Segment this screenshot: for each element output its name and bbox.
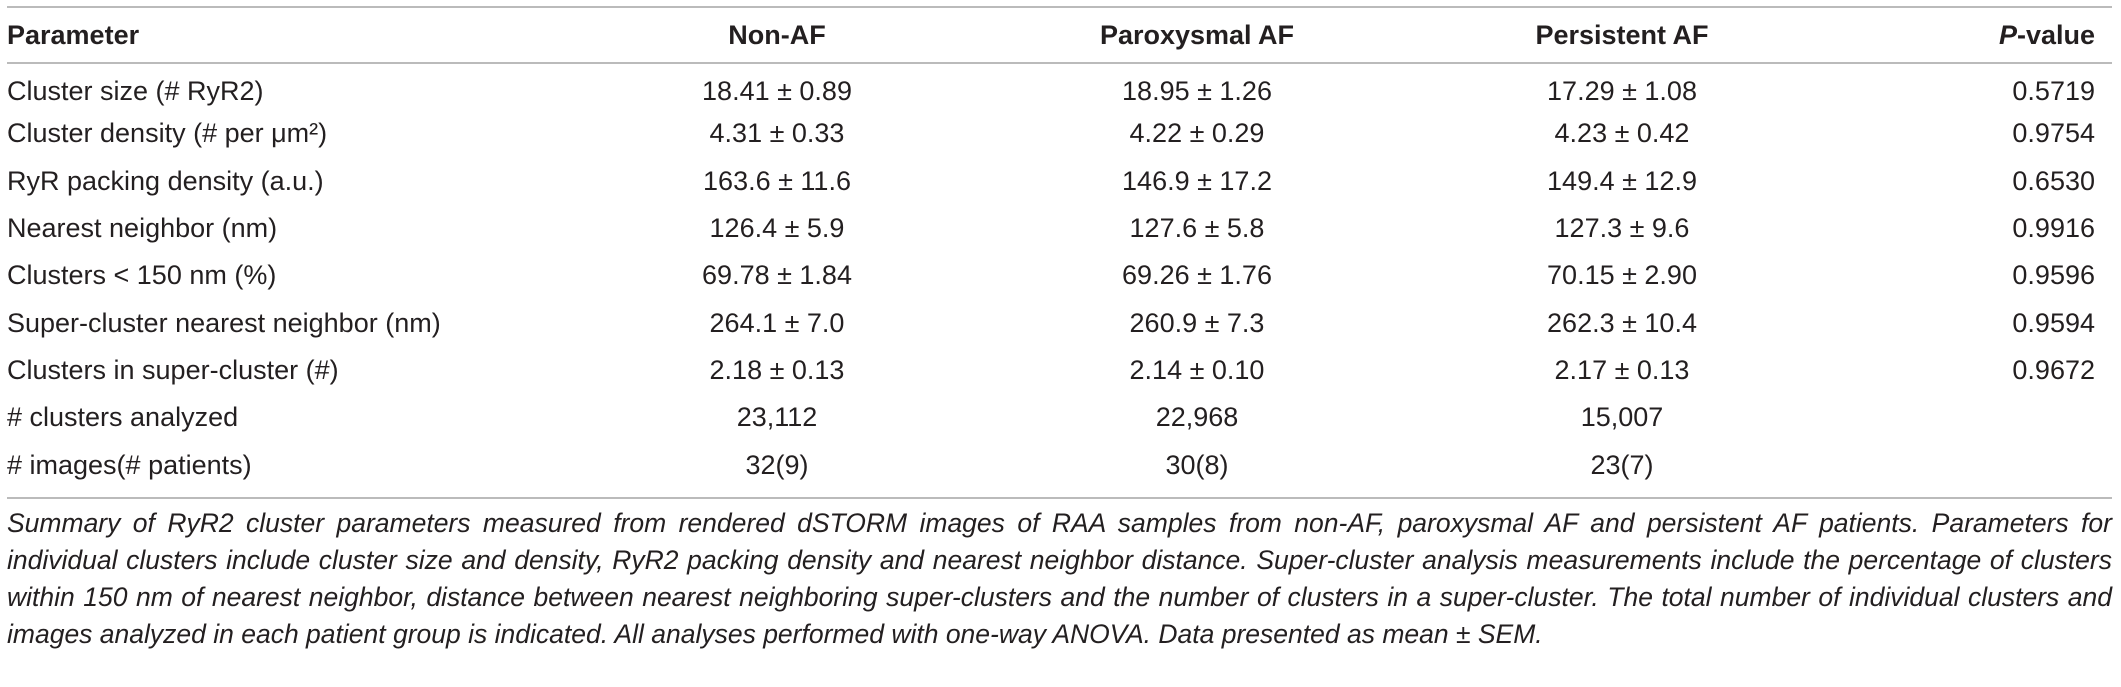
header-cell: Persistent AF bbox=[1535, 19, 1709, 50]
table-cell: 30(8) bbox=[1165, 449, 1229, 480]
table-cell: 2.17 ± 0.13 bbox=[1554, 354, 1690, 385]
row-label: # images(# patients) bbox=[7, 449, 252, 480]
table-cell: 4.23 ± 0.42 bbox=[1554, 118, 1690, 149]
table-cell: 264.1 ± 7.0 bbox=[709, 307, 845, 338]
table-cell: 2.14 ± 0.10 bbox=[1129, 354, 1265, 385]
table-cell: 70.15 ± 2.90 bbox=[1547, 260, 1697, 291]
table-cell: 0.9672 bbox=[2012, 354, 2095, 385]
table-cell: 23,112 bbox=[736, 402, 818, 433]
row-label: Nearest neighbor (nm) bbox=[7, 213, 278, 244]
table-cell: 4.22 ± 0.29 bbox=[1129, 118, 1265, 149]
table-cell: 126.4 ± 5.9 bbox=[709, 213, 845, 244]
table-cell: 163.6 ± 11.6 bbox=[703, 165, 851, 196]
table-cell: 17.29 ± 1.08 bbox=[1547, 75, 1697, 106]
table-caption: Summary of RyR2 cluster parameters measu… bbox=[7, 507, 2112, 649]
table-row: Cluster size (# RyR2) 18.41 ± 0.89 18.95 ±… bbox=[7, 63, 2112, 110]
header-cell: Paroxysmal AF bbox=[1099, 19, 1295, 50]
table-cell: 23(7) bbox=[1590, 449, 1654, 480]
table-cell: 0.6530 bbox=[2012, 165, 2095, 196]
table-cell: 0.5719 bbox=[2012, 75, 2095, 106]
empty-cell bbox=[1837, 394, 2112, 441]
table-cell: 18.95 ± 1.26 bbox=[1122, 75, 1272, 106]
table-body: Cluster size (# RyR2) 18.41 ± 0.89 18.95 ±… bbox=[7, 63, 2112, 489]
table-row: Cluster density (# per μm²) 4.31 ± 0.33 4.… bbox=[7, 110, 2112, 157]
row-label: RyR packing density (a.u.) bbox=[7, 165, 324, 196]
table-cell: 260.9 ± 7.3 bbox=[1129, 307, 1265, 338]
table-cell: 69.26 ± 1.76 bbox=[1122, 260, 1272, 291]
table-cell: 22,968 bbox=[1155, 402, 1239, 433]
table-cell: 146.9 ± 17.2 bbox=[1122, 165, 1272, 196]
empty-cell bbox=[1837, 441, 2112, 488]
table-cell: 4.31 ± 0.33 bbox=[709, 118, 845, 149]
row-label: Clusters in super-cluster (#) bbox=[7, 354, 339, 385]
row-label: Super-cluster nearest neighbor (nm) bbox=[7, 307, 441, 338]
row-label: # clusters analyzed bbox=[7, 402, 239, 433]
table-cell: 2.18 ± 0.13 bbox=[709, 354, 845, 385]
header-cell: Parameter bbox=[7, 19, 140, 50]
table-cell: 0.9596 bbox=[2012, 260, 2095, 291]
table-row: # clusters analyzed 23,112 22,968 15,007 bbox=[7, 394, 2112, 441]
data-table: Parameter Non-AF Paroxysmal AF Persistent A… bbox=[7, 6, 2112, 489]
row-label: Clusters < 150 nm (%) bbox=[7, 260, 277, 291]
table-rule bbox=[7, 496, 2112, 499]
table-cell: 262.3 ± 10.4 bbox=[1547, 307, 1697, 338]
row-label: Cluster density (# per μm²) bbox=[7, 118, 328, 149]
table-cell: 69.78 ± 1.84 bbox=[702, 260, 852, 291]
table-row: # images(# patients) 32(9) 30(8) 23(7) bbox=[7, 441, 2112, 488]
table-cell: 149.4 ± 12.9 bbox=[1547, 165, 1697, 196]
table-row: Nearest neighbor (nm) 126.4 ± 5.9 127.6 ± … bbox=[7, 205, 2112, 252]
table-cell: 0.9594 bbox=[2012, 307, 2095, 338]
table-cell: 32(9) bbox=[745, 449, 809, 480]
table-container: Parameter Non-AF Paroxysmal AF Persistent A… bbox=[7, 6, 2112, 653]
header-cell: P-value bbox=[1998, 19, 2095, 50]
table-row: Clusters in super-cluster (#) 2.18 ± 0.13… bbox=[7, 347, 2112, 394]
table-cell: 0.9754 bbox=[2012, 118, 2095, 149]
header-cell: Non-AF bbox=[728, 19, 826, 50]
header-row: Parameter Non-AF Paroxysmal AF Persistent A… bbox=[7, 7, 2112, 63]
table-cell: 127.3 ± 9.6 bbox=[1554, 213, 1690, 244]
table-header: Parameter Non-AF Paroxysmal AF Persistent A… bbox=[7, 7, 2112, 63]
table-row: Super-cluster nearest neighbor (nm) 264.1… bbox=[7, 299, 2112, 346]
table-cell: 18.41 ± 0.89 bbox=[702, 75, 852, 106]
row-label: Cluster size (# RyR2) bbox=[7, 75, 264, 106]
table-cell: 15,007 bbox=[1580, 402, 1664, 433]
table-row: Clusters < 150 nm (%) 69.78 ± 1.84 69.26 ±… bbox=[7, 252, 2112, 299]
table-cell: 127.6 ± 5.8 bbox=[1129, 213, 1265, 244]
table-row: RyR packing density (a.u.) 163.6 ± 11.6 14… bbox=[7, 158, 2112, 205]
table-cell: 0.9916 bbox=[2012, 213, 2095, 244]
